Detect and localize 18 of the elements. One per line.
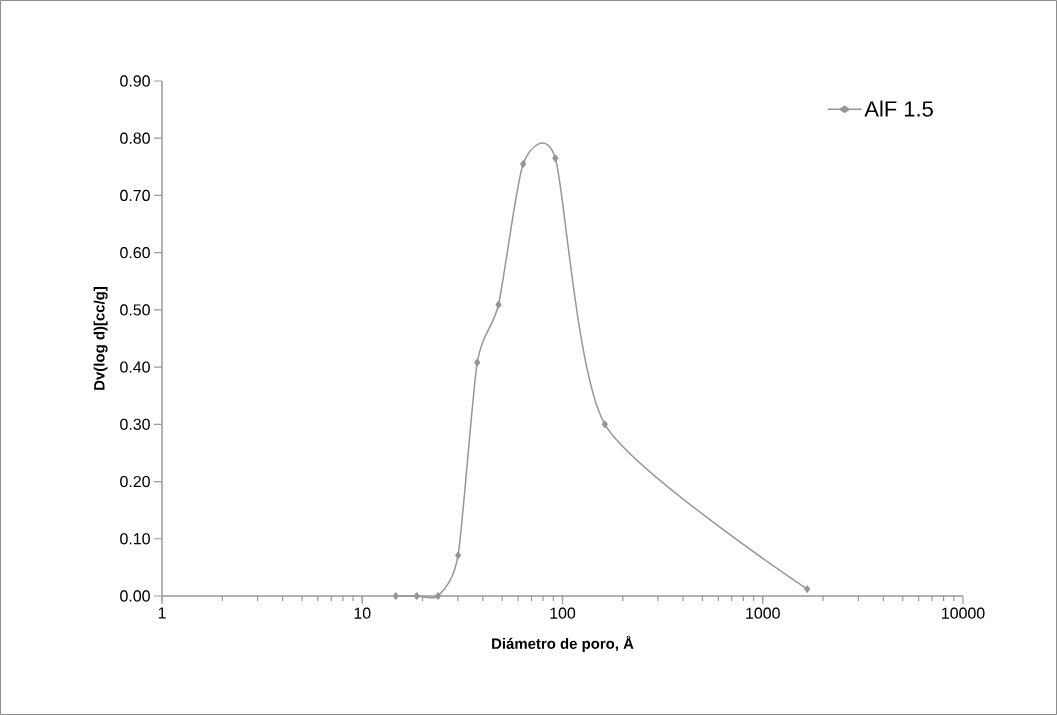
- y-axis-title: Dv(log d)[cc/g]: [93, 287, 108, 390]
- y-tick-label: 0.30: [120, 418, 150, 430]
- x-tick-label: 100: [550, 607, 576, 619]
- legend-label: AlF 1.5: [864, 100, 933, 117]
- y-tick-label: 0.20: [120, 475, 150, 488]
- y-tick-label: 0.10: [120, 533, 150, 545]
- y-tick-label: 0.70: [120, 189, 150, 202]
- y-tick-label: 0.50: [120, 304, 150, 316]
- x-axis-title: Diámetro de poro, Å: [492, 635, 634, 652]
- x-tick-label: 1000: [746, 607, 780, 619]
- y-tick-label: 0.80: [120, 132, 150, 144]
- y-tick-label: 0.00: [120, 590, 150, 602]
- x-tick-label: 10000: [942, 607, 985, 619]
- x-tick-label: 1: [158, 607, 166, 619]
- x-tick-label: 10: [354, 607, 371, 619]
- y-tick-label: 0.90: [120, 75, 150, 87]
- y-tick-label: 0.60: [120, 247, 150, 259]
- y-tick-label: 0.40: [120, 361, 150, 373]
